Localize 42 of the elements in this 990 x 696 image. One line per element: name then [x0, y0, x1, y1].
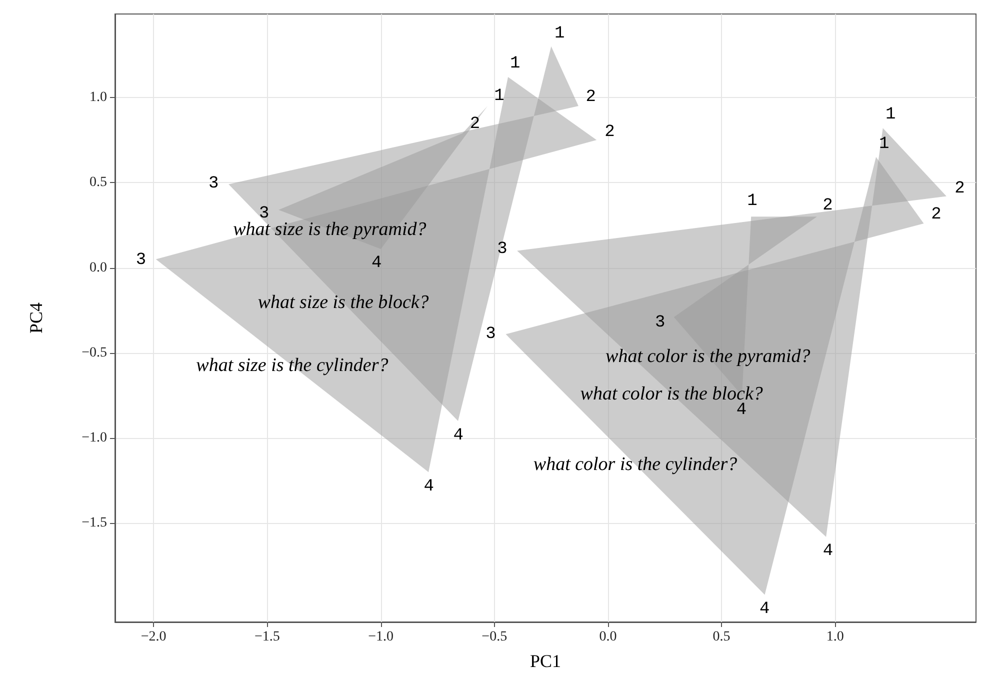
x-tick-label: −1.5	[254, 630, 280, 644]
annotation: 4	[736, 400, 747, 420]
annotation: 2	[931, 206, 942, 225]
y-tick-label: 0.5	[90, 175, 107, 190]
annotation: 1	[747, 192, 758, 212]
y-tick-label: 1.0	[90, 90, 107, 105]
annotation: 3	[136, 250, 146, 270]
annotation: 1	[879, 134, 890, 154]
x-tick-label: 0.0	[599, 630, 617, 644]
annotation: 4	[822, 542, 834, 562]
annotation: 4	[759, 600, 770, 620]
x-tick-label: 1.0	[826, 630, 844, 644]
annotation: 2	[954, 180, 965, 199]
y-tick-label: −0.5	[82, 345, 107, 360]
annotation: 4	[372, 254, 382, 273]
series-label: what size is the block?	[258, 292, 430, 314]
series-label: what size is the cylinder?	[196, 355, 389, 376]
annotation: 2	[470, 115, 480, 134]
series-label: what color is the pyramid?	[606, 346, 811, 367]
x-tick-label: −2.0	[140, 630, 166, 644]
annotation: 2	[586, 88, 596, 108]
y-tick-label: −1.0	[82, 430, 107, 446]
annotation: 1	[885, 106, 896, 125]
x-tick-label: −1.0	[368, 630, 394, 644]
annotation: 2	[604, 123, 615, 142]
series-label: what color is the cylinder?	[533, 454, 738, 475]
y-axis-title: PC4	[26, 302, 46, 334]
x-tick-label: −0.5	[482, 630, 508, 644]
y-tick-label: −1.5	[82, 516, 107, 531]
x-axis-title: PC1	[530, 651, 562, 671]
annotation: 1	[554, 24, 565, 44]
annotation: 3	[486, 325, 496, 344]
annotation: 3	[654, 314, 666, 333]
annotation: 1	[510, 54, 520, 74]
annotation: 4	[424, 478, 434, 497]
annotation: 1	[494, 87, 504, 106]
annotation: 2	[822, 196, 833, 216]
annotation: 3	[497, 240, 508, 259]
y-tick-label: 0.0	[90, 260, 107, 276]
annotation: 4	[453, 426, 464, 446]
x-tick-label: 0.5	[712, 630, 730, 644]
annotation: 3	[208, 174, 219, 194]
